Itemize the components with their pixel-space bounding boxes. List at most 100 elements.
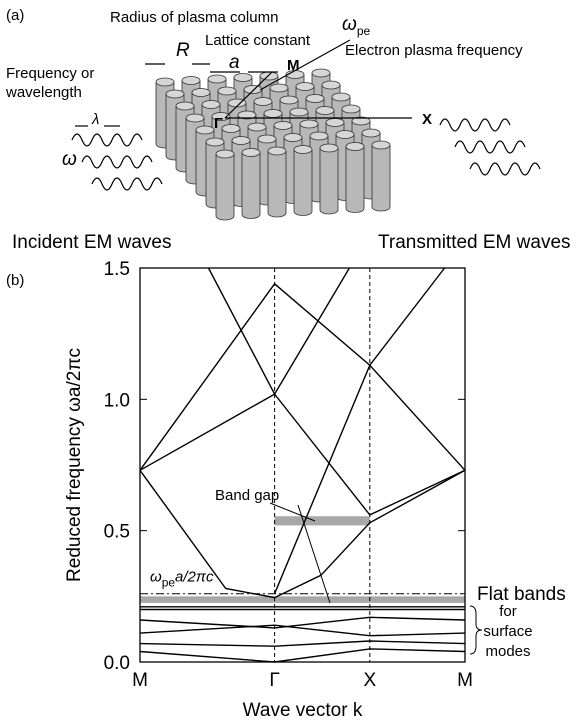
band bbox=[139, 648, 466, 663]
cylinder-top bbox=[319, 143, 339, 153]
cylinder-top bbox=[289, 107, 309, 117]
cylinder-top bbox=[341, 104, 361, 114]
cylinder-top bbox=[241, 148, 261, 157]
cylinder-top bbox=[321, 80, 341, 90]
cylinder-top bbox=[335, 130, 355, 139]
surface-modes-label: modes bbox=[485, 643, 530, 660]
cylinder-top bbox=[253, 97, 273, 106]
label: R bbox=[176, 40, 190, 61]
plot-frame bbox=[139, 267, 466, 663]
cylinder-top bbox=[243, 85, 263, 94]
cylinder-top bbox=[233, 73, 253, 82]
brace bbox=[469, 605, 483, 655]
label: Γ bbox=[214, 115, 223, 132]
x-tick-label: X bbox=[363, 670, 376, 691]
surface-modes-label: for bbox=[499, 603, 517, 620]
pointer bbox=[259, 39, 351, 91]
label: Radius of plasma column bbox=[110, 9, 278, 26]
band bbox=[273, 267, 446, 594]
pointer bbox=[297, 504, 331, 604]
cylinder-top bbox=[191, 88, 211, 97]
label: ωpe bbox=[342, 14, 370, 38]
label: X bbox=[422, 111, 432, 128]
cylinder bbox=[319, 148, 339, 215]
label: Electron plasma frequency bbox=[345, 42, 523, 59]
cylinder bbox=[345, 146, 365, 213]
x-axis-label: Wave vector k bbox=[243, 700, 363, 721]
cylinder-top bbox=[311, 68, 331, 78]
cylinder-top bbox=[257, 134, 277, 144]
cylinder-top bbox=[175, 101, 195, 111]
cylinder bbox=[293, 149, 313, 216]
y-tick-label: 0.0 bbox=[104, 653, 130, 674]
band bbox=[139, 282, 466, 471]
band bbox=[139, 640, 466, 647]
y-tick-label: 1.5 bbox=[104, 259, 130, 280]
cylinder bbox=[267, 151, 287, 218]
y-tick-label: 1.0 bbox=[104, 390, 130, 411]
y-axis-label: Reduced frequency ωa/2πc bbox=[64, 348, 85, 582]
cylinder-top bbox=[305, 94, 325, 103]
lattice bbox=[155, 68, 391, 221]
rest: a/2πc bbox=[175, 569, 214, 586]
y-tick-label: 0.5 bbox=[104, 522, 130, 543]
cylinder-top bbox=[181, 76, 201, 85]
cylinder bbox=[371, 145, 391, 212]
cylinder-top bbox=[259, 71, 279, 81]
plasma-label: ωpea/2πc bbox=[150, 569, 214, 590]
cylinder-top bbox=[371, 140, 391, 150]
cylinder-top bbox=[293, 145, 313, 154]
label: Lattice constant bbox=[205, 32, 311, 49]
band-gap-label: Band gap bbox=[215, 487, 279, 504]
symbol: ω bbox=[342, 14, 357, 35]
cylinder-top bbox=[185, 113, 205, 123]
axis-arrow bbox=[224, 71, 273, 119]
symbol: ω bbox=[150, 569, 162, 586]
band bbox=[139, 624, 466, 637]
subscript: pe bbox=[357, 24, 371, 38]
cylinder-top bbox=[273, 121, 293, 130]
cylinder-top bbox=[345, 142, 365, 151]
cylinder-top bbox=[221, 124, 241, 133]
cylinder-top bbox=[201, 100, 221, 109]
cylinder-top bbox=[269, 83, 289, 93]
cylinder-top bbox=[351, 116, 371, 126]
cylinder bbox=[241, 152, 261, 219]
panel-label: (b) bbox=[6, 272, 24, 289]
cylinder-top bbox=[195, 125, 215, 135]
cylinder-top bbox=[207, 74, 227, 84]
band bbox=[139, 393, 466, 516]
cylinder-top bbox=[315, 106, 335, 115]
cylinder-top bbox=[283, 133, 303, 142]
label: ω bbox=[62, 149, 77, 170]
wave bbox=[439, 118, 541, 176]
cylinder-top bbox=[237, 110, 257, 120]
cylinder-top bbox=[231, 136, 251, 145]
cylinder-top bbox=[215, 149, 235, 159]
x-tick-label: Γ bbox=[269, 670, 279, 691]
cylinder-top bbox=[279, 95, 299, 105]
label: λ bbox=[91, 111, 99, 128]
x-tick-label: M bbox=[457, 670, 473, 691]
flat-band-region bbox=[140, 596, 465, 603]
pointer bbox=[269, 502, 316, 522]
flat-bands-label: Flat bands bbox=[477, 584, 566, 605]
band-gap-region bbox=[274, 516, 370, 526]
x-tick-label: M bbox=[132, 670, 148, 691]
cylinder-top bbox=[299, 119, 319, 129]
annotation-lines bbox=[71, 39, 541, 191]
band bbox=[139, 469, 466, 599]
surface-modes-label: surface bbox=[483, 623, 532, 640]
band bbox=[139, 616, 466, 629]
cylinder-top bbox=[263, 109, 283, 118]
cylinder-top bbox=[165, 89, 185, 99]
cylinder-top bbox=[331, 92, 351, 102]
cylinder-top bbox=[247, 122, 267, 132]
subscript: pe bbox=[162, 576, 176, 590]
label: Transmitted EM waves bbox=[378, 232, 571, 253]
band bbox=[207, 267, 351, 396]
cylinder bbox=[215, 154, 235, 221]
